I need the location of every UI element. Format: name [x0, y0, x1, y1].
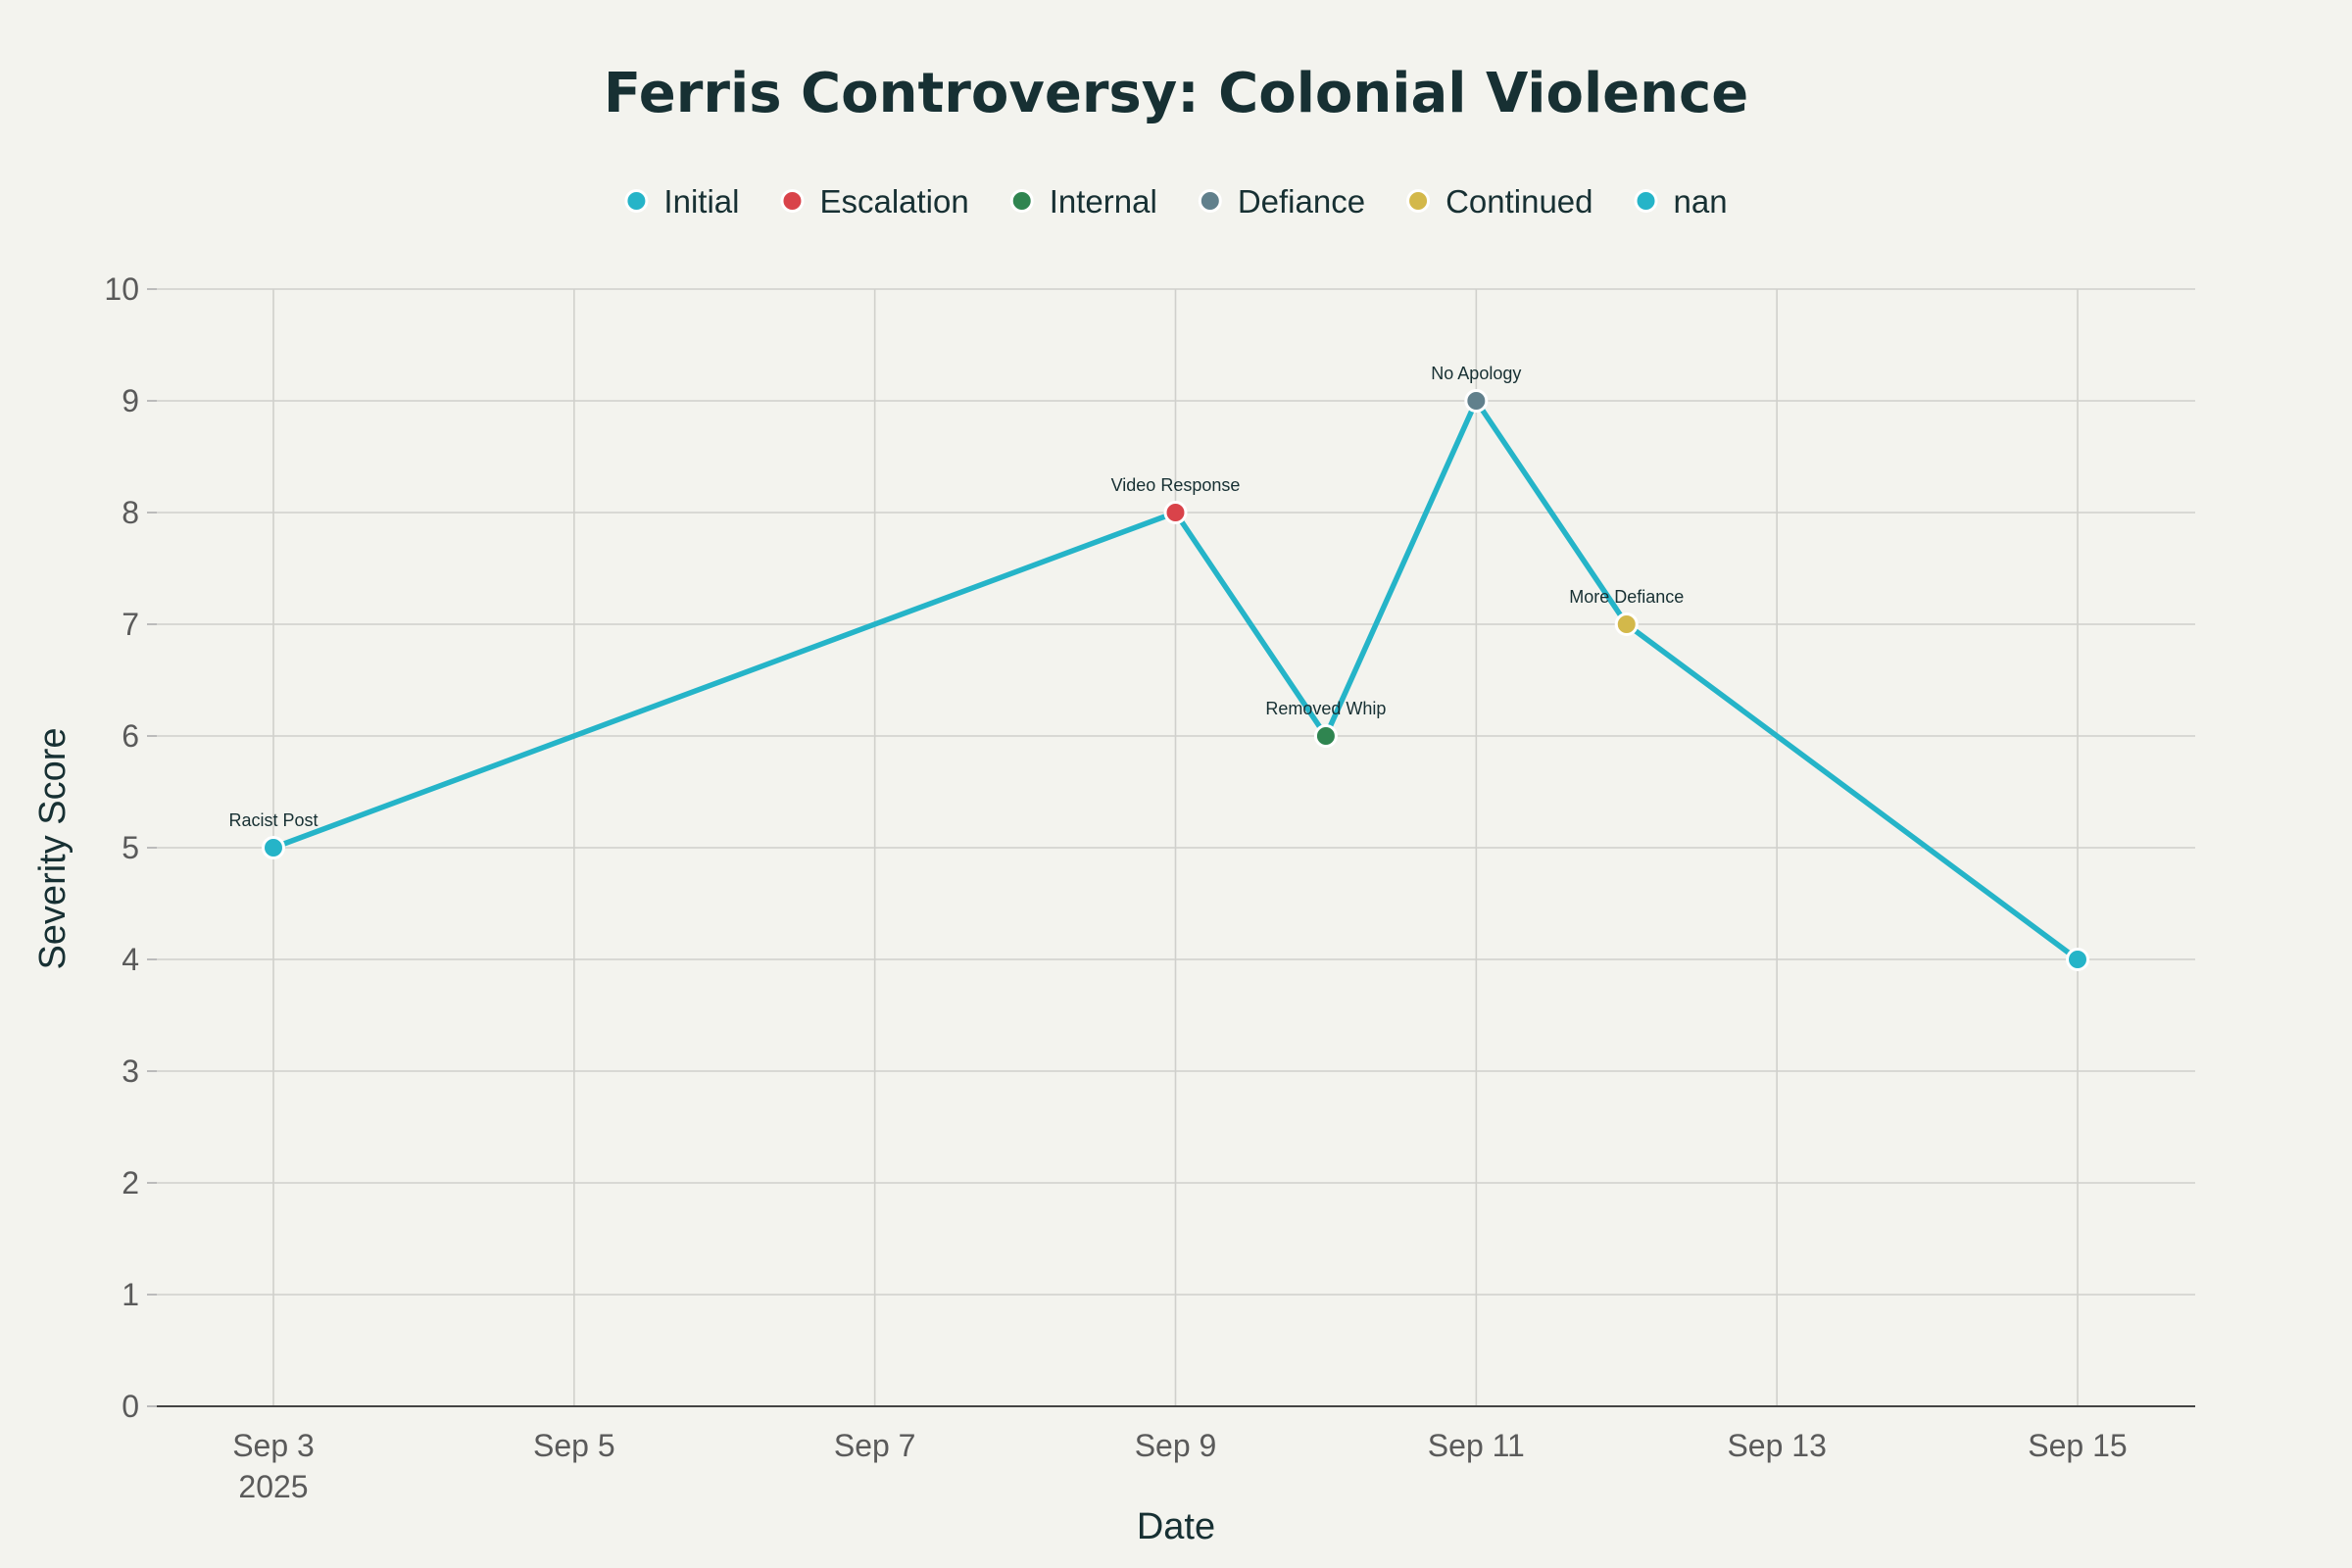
y-tick-label: 6: [122, 718, 139, 754]
y-tick-label: 8: [122, 495, 139, 530]
x-tick-label: Sep 15: [2028, 1428, 2127, 1463]
data-point-nan: [2066, 948, 2089, 971]
series-line: [272, 398, 2080, 962]
data-point-initial: [262, 836, 285, 859]
y-tick-label: 10: [104, 271, 139, 307]
x-tick-label: Sep 9: [1135, 1428, 1217, 1463]
legend-label: Continued: [1446, 183, 1592, 220]
data-labels: Racist Post Video Response Removed Whip No …: [228, 364, 1684, 830]
y-tick-label: 9: [122, 383, 139, 418]
x-tick-labels: Sep 3 2025 Sep 5 Sep 7 Sep 9 Sep 11 Sep 13 Sep …: [232, 1428, 2128, 1504]
data-point-continued: [1614, 612, 1639, 636]
data-point-internal: [1313, 724, 1338, 748]
data-label: More Defiance: [1569, 587, 1684, 607]
x-tick-label: Sep 7: [834, 1428, 916, 1463]
y-tick-label: 4: [122, 942, 139, 977]
x-tick-label: Sep 13: [1727, 1428, 1826, 1463]
legend-marker: [1406, 189, 1431, 213]
data-label: Video Response: [1111, 475, 1241, 495]
x-tick-sublabel: 2025: [238, 1469, 308, 1504]
x-tick-label: Sep 3: [232, 1428, 315, 1463]
legend-label: nan: [1674, 183, 1728, 220]
y-tick-label: 3: [122, 1054, 139, 1089]
y-tick-label: 2: [122, 1165, 139, 1200]
legend-label: Internal: [1050, 183, 1157, 220]
y-tick-labels: 0 1 2 3 4 5 6 7 8 9 10: [104, 271, 157, 1424]
data-point-escalation: [1163, 501, 1188, 524]
chart-title: Ferris Controversy: Colonial Violence: [604, 62, 1748, 125]
legend-marker: [780, 189, 805, 213]
data-points: [262, 389, 2089, 971]
grid-layer: [157, 288, 2195, 1406]
legend-marker: [1198, 189, 1222, 213]
legend-label: Defiance: [1238, 183, 1365, 220]
x-axis-title: Date: [1137, 1506, 1215, 1547]
data-point-defiance: [1464, 389, 1489, 413]
y-tick-label: 1: [122, 1277, 139, 1312]
y-tick-label: 0: [122, 1389, 139, 1424]
legend-marker: [624, 189, 649, 213]
data-label: Removed Whip: [1265, 699, 1386, 718]
y-tick-label: 5: [122, 830, 139, 865]
data-label: Racist Post: [228, 810, 318, 830]
legend-marker: [1009, 189, 1034, 213]
legend-label: Escalation: [819, 183, 968, 220]
y-tick-label: 7: [122, 607, 139, 642]
legend-marker: [1634, 189, 1658, 213]
y-axis-title: Severity Score: [32, 727, 74, 969]
data-label: No Apology: [1431, 364, 1521, 383]
legend-label: Initial: [663, 183, 739, 220]
x-tick-label: Sep 11: [1428, 1428, 1525, 1463]
x-tick-label: Sep 5: [533, 1428, 615, 1463]
legend: Initial Escalation Internal Defiance Continu…: [624, 183, 1728, 220]
